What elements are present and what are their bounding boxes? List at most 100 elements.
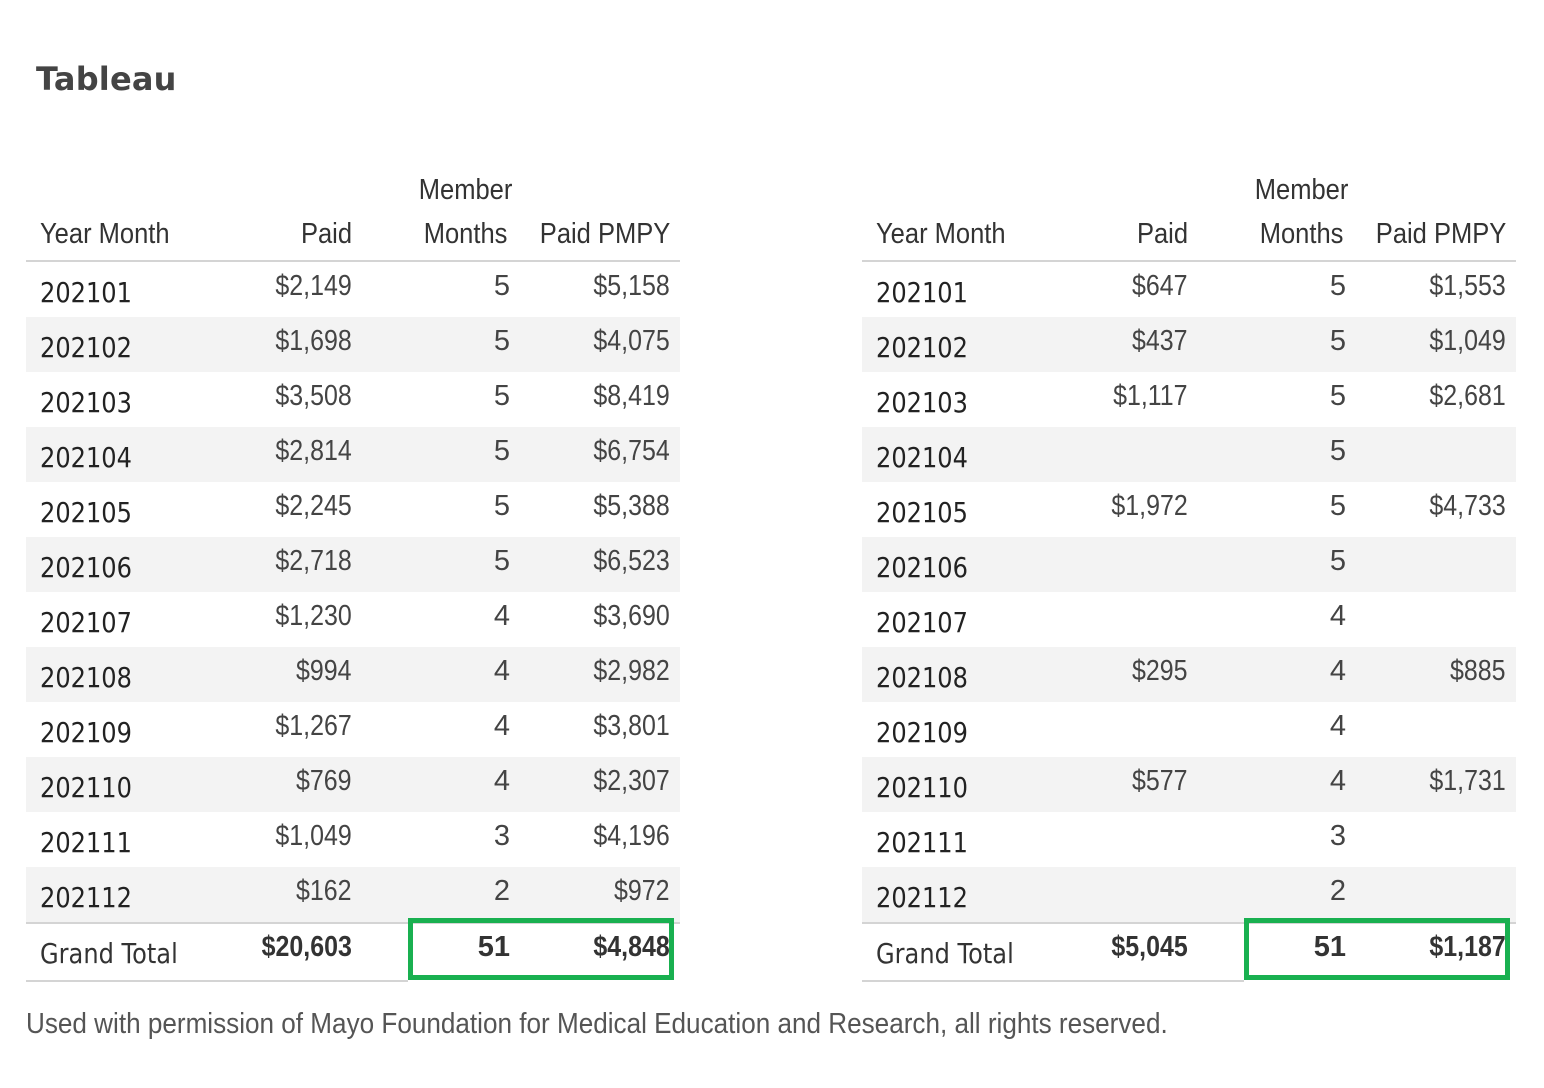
cell-paid-pmpy: $4,733 — [1429, 490, 1506, 522]
cell-paid-pmpy: $1,553 — [1429, 270, 1506, 302]
column-header-member-months-line2: Months — [1259, 217, 1344, 250]
table-row: 202101 $647 5 $1,553 — [862, 262, 1516, 317]
table-row: 202104 5 — [862, 427, 1516, 482]
cell-year-month: 202103 — [40, 386, 132, 419]
total-rule — [204, 980, 408, 982]
cell-member-months: 5 — [1329, 325, 1346, 357]
cell-year-month: 202111 — [40, 826, 132, 859]
cell-member-months: 3 — [493, 820, 510, 852]
cell-paid-pmpy: $3,690 — [593, 600, 670, 632]
cell-paid-pmpy: $5,388 — [593, 490, 670, 522]
cell-paid-pmpy: $2,307 — [593, 765, 670, 797]
cell-member-months: 3 — [1329, 820, 1346, 852]
column-header-year-month: Year Month — [876, 217, 1006, 250]
cell-member-months: 5 — [1329, 435, 1346, 467]
cell-paid: $162 — [296, 875, 352, 907]
table-row: 202102 $437 5 $1,049 — [862, 317, 1516, 372]
table-row: 202104 $2,814 5 $6,754 — [26, 427, 680, 482]
grand-total-label: Grand Total — [876, 937, 1014, 970]
cell-member-months: 5 — [1329, 380, 1346, 412]
grand-total-row: Grand Total $20,603 51 $4,848 — [26, 918, 680, 982]
cell-paid-pmpy: $6,523 — [593, 545, 670, 577]
cell-year-month: 202110 — [40, 771, 132, 804]
cell-paid: $577 — [1132, 765, 1188, 797]
highlight-box — [408, 918, 674, 980]
cell-member-months: 5 — [493, 270, 510, 302]
cell-year-month: 202107 — [40, 606, 132, 639]
cell-year-month: 202102 — [40, 331, 132, 364]
header-rule — [204, 260, 680, 262]
column-header-member-months-line1: Member — [1254, 174, 1348, 206]
cell-member-months: 5 — [493, 490, 510, 522]
table-row: 202102 $1,698 5 $4,075 — [26, 317, 680, 372]
grand-total-row: Grand Total $5,045 51 $1,187 — [862, 918, 1516, 982]
grand-total-member-months: 51 — [477, 931, 510, 963]
cell-year-month: 202101 — [876, 276, 968, 309]
cell-paid: $3,508 — [275, 380, 352, 412]
cell-year-month: 202105 — [40, 496, 132, 529]
table-row: 202108 $994 4 $2,982 — [26, 647, 680, 702]
cell-year-month: 202105 — [876, 496, 968, 529]
header-rule — [862, 260, 1040, 262]
cell-paid-pmpy: $972 — [614, 875, 670, 907]
cell-member-months: 4 — [493, 710, 510, 742]
table-row: 202108 $295 4 $885 — [862, 647, 1516, 702]
cell-member-months: 5 — [1329, 270, 1346, 302]
cell-member-months: 4 — [1329, 710, 1346, 742]
cell-member-months: 4 — [1329, 600, 1346, 632]
copyright-footer: Used with permission of Mayo Foundation … — [26, 1008, 1168, 1040]
cell-year-month: 202111 — [876, 826, 968, 859]
cell-paid: $1,698 — [275, 325, 352, 357]
cell-member-months: 5 — [1329, 545, 1346, 577]
grand-total-member-months: 51 — [1313, 931, 1346, 963]
cell-year-month: 202109 — [40, 716, 132, 749]
cell-paid: $295 — [1132, 655, 1188, 687]
table-row: 202105 $1,972 5 $4,733 — [862, 482, 1516, 537]
cell-paid-pmpy: $6,754 — [593, 435, 670, 467]
column-header-member-months: Member Months — [1254, 169, 1348, 256]
grand-total-label: Grand Total — [40, 937, 178, 970]
column-header-paid-pmpy: Paid PMPY — [539, 217, 670, 250]
cell-paid: $647 — [1132, 270, 1188, 302]
table-row: 202106 5 — [862, 537, 1516, 592]
table-row: 202107 $1,230 4 $3,690 — [26, 592, 680, 647]
cell-paid: $1,117 — [1113, 380, 1188, 412]
grand-total-paid: $20,603 — [261, 931, 352, 963]
cell-paid: $994 — [296, 655, 352, 687]
cell-member-months: 5 — [493, 325, 510, 357]
cell-year-month: 202110 — [876, 771, 968, 804]
table-row: 202109 4 — [862, 702, 1516, 757]
total-rule — [26, 980, 204, 982]
cell-year-month: 202102 — [876, 331, 968, 364]
cell-member-months: 4 — [1329, 655, 1346, 687]
cell-year-month: 202112 — [876, 881, 968, 914]
table-row: 202110 $577 4 $1,731 — [862, 757, 1516, 812]
cell-paid-pmpy: $5,158 — [593, 270, 670, 302]
cell-year-month: 202106 — [876, 551, 968, 584]
cell-year-month: 202106 — [40, 551, 132, 584]
cell-paid: $2,814 — [275, 435, 352, 467]
cell-paid-pmpy: $4,196 — [593, 820, 670, 852]
grand-total-paid: $5,045 — [1111, 931, 1188, 963]
cell-year-month: 202104 — [876, 441, 968, 474]
cell-paid: $2,245 — [275, 490, 352, 522]
table-row: 202101 $2,149 5 $5,158 — [26, 262, 680, 317]
table-row: 202105 $2,245 5 $5,388 — [26, 482, 680, 537]
table-row: 202109 $1,267 4 $3,801 — [26, 702, 680, 757]
cell-year-month: 202108 — [40, 661, 132, 694]
cell-year-month: 202103 — [876, 386, 968, 419]
cell-paid: $2,718 — [275, 545, 352, 577]
column-header-member-months-line2: Months — [423, 217, 508, 250]
cell-paid: $1,049 — [275, 820, 352, 852]
column-header-paid: Paid — [1136, 217, 1188, 250]
cell-paid-pmpy: $2,982 — [593, 655, 670, 687]
column-header-member-months-line1: Member — [418, 174, 512, 206]
grand-total-paid-pmpy: $1,187 — [1429, 931, 1506, 963]
cell-paid: $1,972 — [1111, 490, 1188, 522]
table-row: 202111 $1,049 3 $4,196 — [26, 812, 680, 867]
table-row: 202107 4 — [862, 592, 1516, 647]
column-header-member-months: Member Months — [418, 169, 512, 256]
total-rule — [1040, 980, 1244, 982]
cell-paid-pmpy: $4,075 — [593, 325, 670, 357]
total-rule — [862, 980, 1040, 982]
